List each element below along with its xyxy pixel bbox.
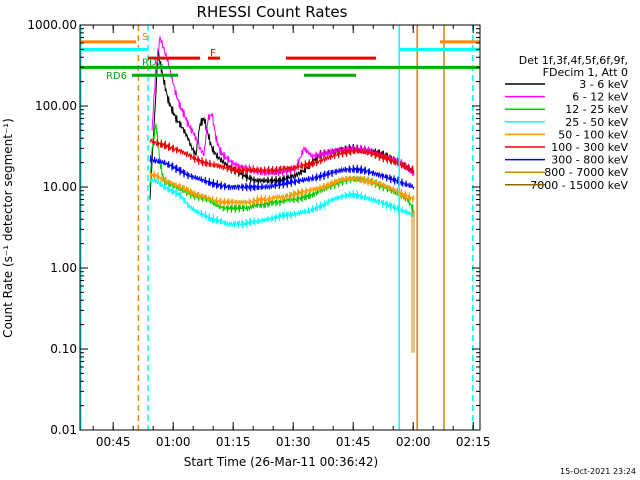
flag-bars: S F RDC RD6 — [80, 32, 480, 82]
series-layer — [149, 36, 415, 353]
legend-label: 7000 - 15000 keV — [530, 179, 628, 192]
legend-header: Det 1f,3f,4f,5f,6f,9f, — [519, 54, 628, 67]
chart-title: RHESSI Count Rates — [197, 3, 348, 21]
flag-bar-label: S — [142, 32, 148, 43]
x-axis-label: Start Time (26-Mar-11 00:36:42) — [184, 455, 378, 469]
plot-frame — [79, 24, 481, 431]
x-tick-label: 02:00 — [396, 435, 431, 449]
y-tick-label: 0.10 — [50, 342, 77, 356]
series-line — [149, 138, 415, 176]
legend: Det 1f,3f,4f,5f,6f,9f,FDecim 1, Att 03 -… — [505, 54, 628, 192]
y-tick-label: 0.01 — [50, 423, 77, 437]
y-tick-label: 1.00 — [50, 261, 77, 275]
timestamp: 15-Oct-2021 23:24 — [560, 467, 636, 476]
series-line — [149, 155, 415, 192]
x-tick-label: 01:45 — [336, 435, 371, 449]
x-tick-label: 02:15 — [456, 435, 491, 449]
y-axis-label: Count Rate (s⁻¹ detector segment⁻¹) — [1, 118, 15, 338]
flag-bar-label: F — [210, 48, 216, 59]
legend-label: 300 - 800 keV — [551, 154, 628, 167]
flag-bar-label: RD6 — [106, 71, 127, 82]
legend-label: 800 - 7000 keV — [544, 166, 628, 179]
flag-bar-label: RDC — [142, 57, 164, 68]
series-line — [149, 177, 415, 229]
legend-label: 6 - 12 keV — [572, 91, 628, 104]
series-line — [151, 36, 415, 177]
y-tick-label: 10.00 — [43, 180, 77, 194]
vertical-markers — [80, 25, 474, 430]
legend-label: 3 - 6 keV — [579, 78, 628, 91]
legend-label: 12 - 25 keV — [565, 103, 628, 116]
y-tick-label: 100.00 — [35, 99, 77, 113]
legend-header: FDecim 1, Att 0 — [543, 66, 628, 79]
x-tick-label: 00:45 — [96, 435, 131, 449]
x-tick-label: 01:30 — [276, 435, 311, 449]
axis-ticks: 00:45 01:00 01:15 01:30 01:45 02:00 02:15 1000.… — [27, 18, 490, 449]
legend-label: 25 - 50 keV — [565, 116, 628, 129]
series-line — [411, 210, 415, 353]
legend-label: 100 - 300 keV — [551, 141, 628, 154]
x-tick-label: 01:00 — [156, 435, 191, 449]
y-tick-label: 1000.00 — [27, 18, 77, 32]
series-line — [149, 170, 415, 207]
legend-label: 50 - 100 keV — [558, 128, 628, 141]
x-tick-label: 01:15 — [216, 435, 251, 449]
